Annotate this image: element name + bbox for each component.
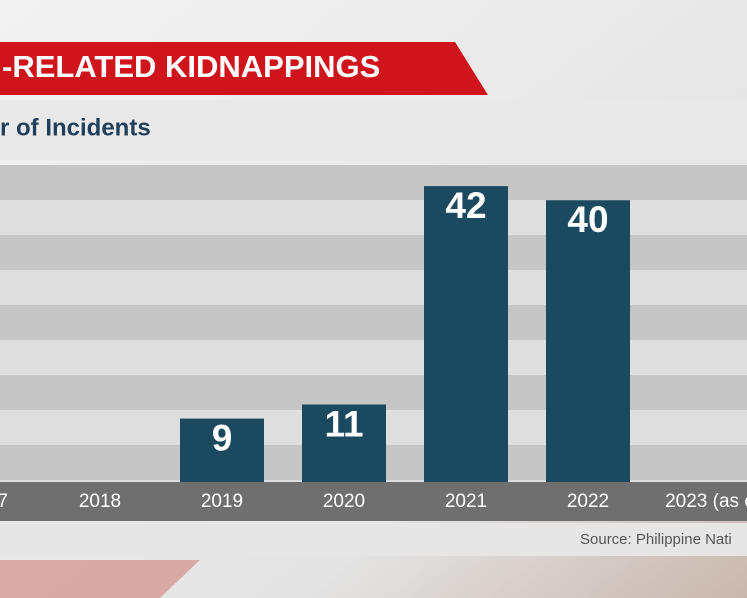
source-note: Source: Philippine Nati [580, 531, 732, 548]
x-tick-label: 2020 [323, 491, 365, 512]
x-tick-label: 2023 (as o [665, 491, 747, 512]
bar [302, 404, 386, 482]
source-band [0, 523, 747, 556]
chart-title: -RELATED KIDNAPPINGS [2, 49, 380, 84]
decor [0, 560, 200, 598]
bar [546, 200, 630, 482]
value-label: 40 [567, 199, 608, 240]
x-tick-label: 2021 [445, 491, 487, 512]
value-label: 9 [212, 417, 233, 458]
bar [180, 418, 264, 482]
value-label: 42 [445, 185, 486, 226]
x-tick-label: 7 [0, 491, 8, 512]
chart-subtitle: r of Incidents [0, 114, 151, 141]
subtitle-band [0, 100, 747, 160]
value-label: 11 [324, 403, 363, 444]
x-tick-label: 2022 [567, 491, 609, 512]
x-axis-band [0, 482, 747, 521]
x-tick-label: 2019 [201, 491, 243, 512]
x-tick-label: 2018 [79, 491, 121, 512]
title-banner [0, 42, 488, 95]
bar [424, 186, 508, 482]
